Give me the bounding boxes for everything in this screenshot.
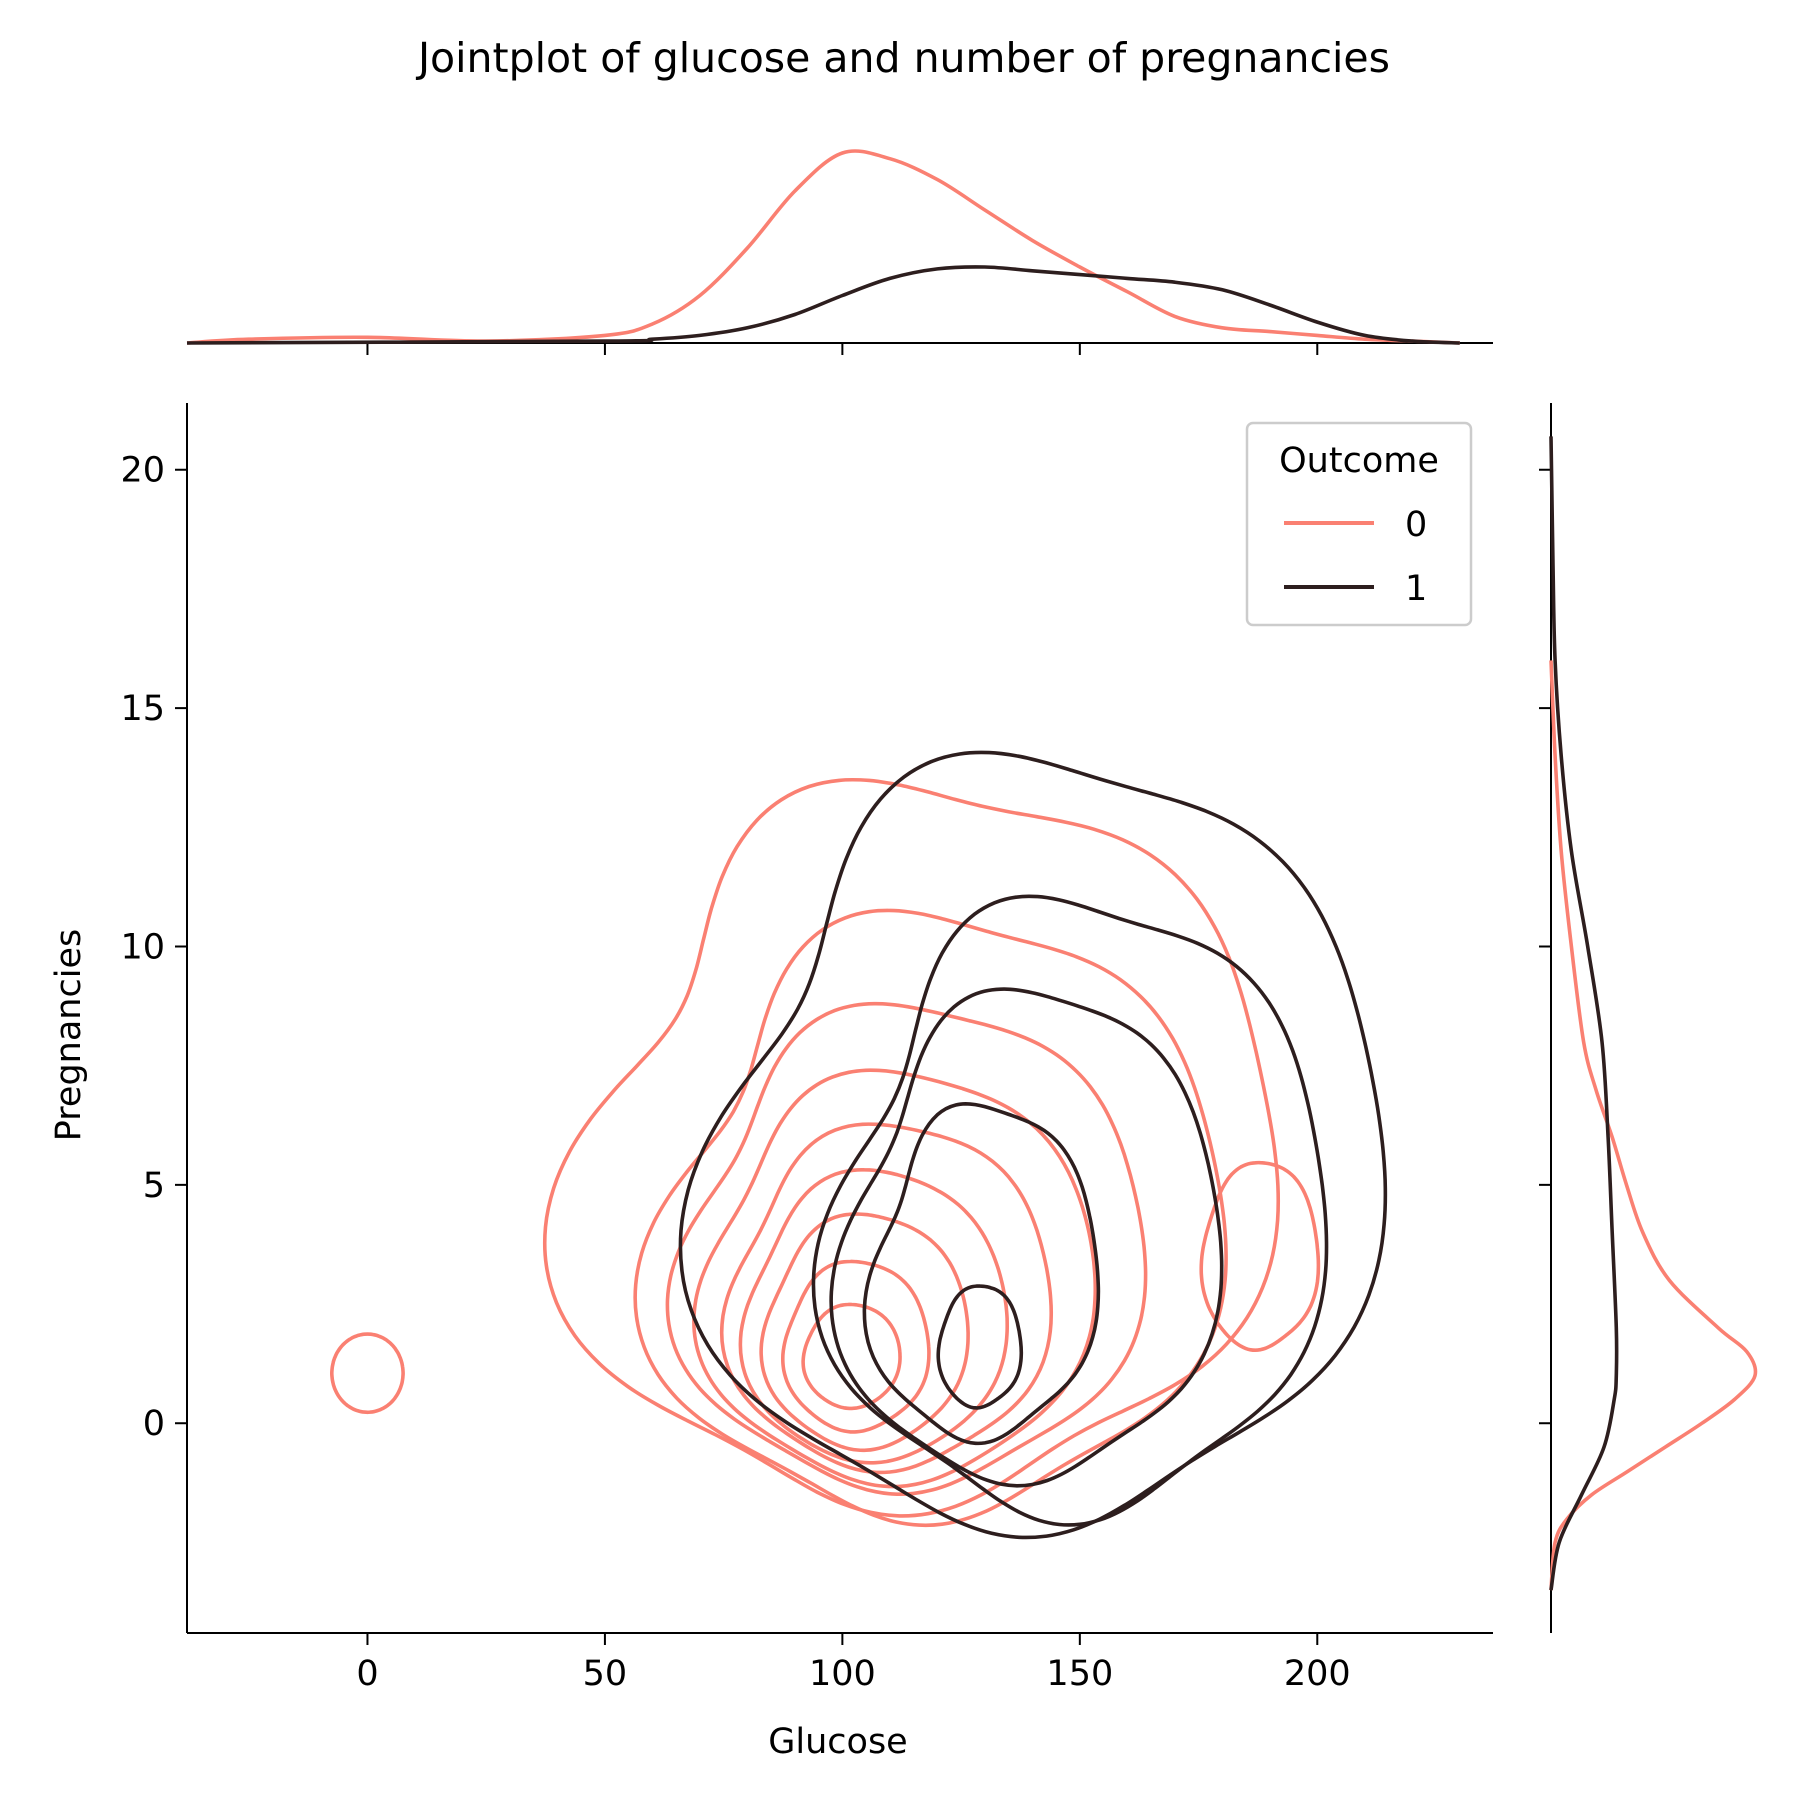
y-axis-title: Pregnancies (49, 929, 89, 1141)
outcome-0-contour-2 (633, 908, 1228, 1528)
outcome-0-contour-4 (692, 1068, 1098, 1489)
outcome-0-contour-7 (759, 1212, 970, 1453)
outcome-1-contour-2 (829, 987, 1224, 1488)
outcome-1-marginal-y-curve (1549, 436, 1619, 1591)
legend: Outcome 0 1 (1245, 421, 1473, 627)
outcome-0-contour-9 (801, 1302, 902, 1411)
outcome-0-contour-8 (780, 1259, 931, 1434)
legend-label-1: 1 (1405, 569, 1427, 609)
y-tick-label-3: 15 (120, 689, 165, 729)
y-tick-label-2: 10 (120, 927, 165, 967)
x-tick-label-2: 100 (809, 1654, 876, 1694)
x-tick-label-3: 150 (1046, 1654, 1113, 1694)
outcome-0-contour-10 (1199, 1160, 1321, 1352)
x-tick-label-0: 0 (356, 1654, 378, 1694)
outcome-1-contour-1 (811, 894, 1329, 1527)
outcome-0-contour-6 (738, 1167, 1010, 1465)
y-tick-label-1: 5 (143, 1166, 165, 1206)
y-tick-label-4: 20 (120, 451, 165, 491)
chart-title: Jointplot of glucose and number of pregn… (415, 34, 1390, 82)
outcome-0-contour-1 (542, 777, 1281, 1518)
outcome-1-contour-3 (862, 1102, 1101, 1446)
marginal-x-panel (186, 149, 1493, 355)
x-axis-title: Glucose (768, 1722, 907, 1762)
legend-label-0: 0 (1405, 505, 1427, 545)
y-tick-label-0: 0 (143, 1404, 165, 1444)
outcome-0-contour-3 (665, 1001, 1148, 1497)
outcome-0-marginal-x-curve (186, 149, 1460, 345)
outcome-0-marginal-y-curve (1549, 660, 1758, 1591)
outcome-0-contour-0 (330, 1332, 405, 1415)
x-tick-label-1: 50 (583, 1654, 628, 1694)
outcome-1-marginal-x-curve (186, 265, 1460, 345)
legend-title: Outcome (1279, 441, 1439, 481)
marginal-y-panel (1539, 403, 1758, 1633)
outcome-1-contour-4 (936, 1284, 1024, 1410)
x-tick-label-4: 200 (1284, 1654, 1351, 1694)
